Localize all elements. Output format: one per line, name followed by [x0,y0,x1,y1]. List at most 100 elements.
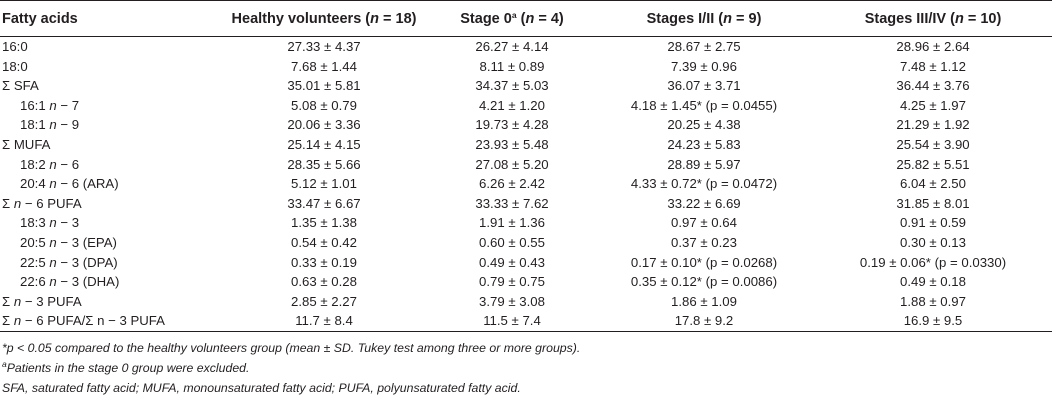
value-cell: 33.47 ± 6.67 [287,195,361,211]
header-stage-0: Stage 0a (n = 4) [460,9,564,27]
value-cell: 16.9 ± 9.5 [903,313,963,329]
value-cell: 1.91 ± 1.36 [479,215,545,231]
value-cell: 0.60 ± 0.55 [479,234,545,250]
row-label: 20:5 n − 3 (EPA) [20,234,117,250]
header-stages-3-4: Stages III/IV (n = 10) [864,10,1002,27]
footnote-stage-0: aPatients in the stage 0 group were excl… [2,358,250,375]
value-cell: 0.17 ± 0.10* (p = 0.0268) [630,254,778,270]
table-row: Σ n − 3 PUFA 2.85 ± 2.27 3.79 ± 3.08 1.86 ±… [0,292,1052,312]
value-cell: 36.07 ± 3.71 [667,78,741,94]
value-cell: 7.39 ± 0.96 [671,58,737,74]
value-cell: 20.25 ± 4.38 [667,117,741,133]
value-cell: 0.30 ± 0.13 [900,234,966,250]
value-cell: 0.79 ± 0.75 [479,274,545,290]
footnote-significance: *p < 0.05 compared to the healthy volunt… [2,340,581,355]
value-cell: 0.49 ± 0.43 [479,254,545,270]
row-label: 22:6 n − 3 (DHA) [20,274,120,290]
value-cell: 11.7 ± 8.4 [295,313,353,329]
table-row: 22:5 n − 3 (DPA) 0.33 ± 0.19 0.49 ± 0.43 0.… [0,253,1052,273]
table-row: 20:4 n − 6 (ARA) 5.12 ± 1.01 6.26 ± 2.42 4.… [0,174,1052,194]
header-row: Fatty acids Healthy volunteers (n = 18) … [0,0,1052,37]
table-footnotes: *p < 0.05 compared to the healthy volunt… [0,338,1052,398]
value-cell: 28.35 ± 5.66 [287,156,361,172]
value-cell: 33.22 ± 6.69 [667,195,741,211]
row-label: 18:3 n − 3 [20,215,80,231]
fatty-acids-table: Fatty acids Healthy volunteers (n = 18) … [0,0,1052,332]
value-cell: 34.37 ± 5.03 [475,78,549,94]
value-cell: 25.14 ± 4.15 [287,136,361,152]
value-cell: 23.93 ± 5.48 [475,136,549,152]
value-cell: 5.12 ± 1.01 [291,176,357,192]
table-row: Σ n − 6 PUFA/Σ n − 3 PUFA 11.7 ± 8.4 11.5 … [0,311,1052,332]
value-cell: 5.08 ± 0.79 [291,97,357,113]
value-cell: 27.08 ± 5.20 [475,156,549,172]
value-cell: 28.67 ± 2.75 [667,39,741,54]
value-cell: 1.86 ± 1.09 [671,293,737,309]
value-cell: 25.82 ± 5.51 [896,156,970,172]
value-cell: 0.63 ± 0.28 [291,274,357,290]
value-cell: 31.85 ± 8.01 [896,195,970,211]
table-row: 18:2 n − 6 28.35 ± 5.66 27.08 ± 5.20 28.89 … [0,155,1052,175]
header-stages-1-2: Stages I/II (n = 9) [646,10,762,27]
table-row: 18:1 n − 9 20.06 ± 3.36 19.73 ± 4.28 20.25 … [0,115,1052,135]
footnote-abbreviations: SFA, saturated fatty acid; MUFA, monouns… [2,380,521,395]
value-cell: 6.04 ± 2.50 [900,176,966,192]
row-label: 16:1 n − 7 [20,97,80,113]
table-row: 16:0 27.33 ± 4.37 26.27 ± 4.14 28.67 ± 2.75… [0,37,1052,57]
row-label: Σ n − 6 PUFA/Σ n − 3 PUFA [2,313,165,329]
table-row: Σ n − 6 PUFA 33.47 ± 6.67 33.33 ± 7.62 33.2… [0,194,1052,214]
value-cell: 0.33 ± 0.19 [291,254,357,270]
table-row: Σ MUFA 25.14 ± 4.15 23.93 ± 5.48 24.23 ± 5.… [0,135,1052,155]
table-row: 18:3 n − 3 1.35 ± 1.38 1.91 ± 1.36 0.97 ± 0… [0,213,1052,233]
value-cell: 4.18 ± 1.45* (p = 0.0455) [630,97,778,113]
header-healthy-volunteers: Healthy volunteers (n = 18) [231,10,417,27]
row-label: Σ n − 3 PUFA [2,293,82,309]
value-cell: 11.5 ± 7.4 [483,313,541,329]
row-label: 22:5 n − 3 (DPA) [20,254,118,270]
value-cell: 0.35 ± 0.12* (p = 0.0086) [630,274,778,290]
row-label: Σ SFA [2,78,39,94]
header-fatty-acids: Fatty acids [2,10,78,27]
value-cell: 36.44 ± 3.76 [896,78,970,94]
table-row: Σ SFA 35.01 ± 5.81 34.37 ± 5.03 36.07 ± 3.7… [0,76,1052,96]
value-cell: 35.01 ± 5.81 [287,78,361,94]
value-cell: 24.23 ± 5.83 [667,136,741,152]
row-label: 20:4 n − 6 (ARA) [20,176,119,192]
value-cell: 0.19 ± 0.06* (p = 0.0330) [859,254,1007,270]
value-cell: 20.06 ± 3.36 [287,117,361,133]
value-cell: 4.25 ± 1.97 [900,97,966,113]
value-cell: 4.21 ± 1.20 [479,97,545,113]
value-cell: 0.37 ± 0.23 [671,234,737,250]
value-cell: 8.11 ± 0.89 [479,58,545,74]
row-label: 18:2 n − 6 [20,156,80,172]
value-cell: 21.29 ± 1.92 [896,117,970,133]
value-cell: 0.49 ± 0.18 [900,274,966,290]
value-cell: 28.96 ± 2.64 [896,39,970,54]
value-cell: 26.27 ± 4.14 [475,39,549,54]
value-cell: 28.89 ± 5.97 [667,156,741,172]
row-label: 18:1 n − 9 [20,117,80,133]
value-cell: 1.88 ± 0.97 [900,293,966,309]
value-cell: 6.26 ± 2.42 [479,176,545,192]
value-cell: 7.68 ± 1.44 [291,58,357,74]
value-cell: 25.54 ± 3.90 [896,136,970,152]
value-cell: 2.85 ± 2.27 [291,293,357,309]
value-cell: 0.54 ± 0.42 [291,234,357,250]
value-cell: 7.48 ± 1.12 [900,58,966,74]
value-cell: 0.97 ± 0.64 [671,215,737,231]
table-row: 22:6 n − 3 (DHA) 0.63 ± 0.28 0.79 ± 0.75 0.… [0,272,1052,292]
table-row: 18:0 7.68 ± 1.44 8.11 ± 0.89 7.39 ± 0.96 7.4… [0,57,1052,77]
row-label: 16:0 [2,39,28,54]
value-cell: 0.91 ± 0.59 [900,215,966,231]
value-cell: 3.79 ± 3.08 [479,293,545,309]
row-label: 18:0 [2,58,28,74]
value-cell: 17.8 ± 9.2 [674,313,734,329]
value-cell: 27.33 ± 4.37 [287,39,361,54]
table-row: 16:1 n − 7 5.08 ± 0.79 4.21 ± 1.20 4.18 ± 1… [0,96,1052,116]
value-cell: 1.35 ± 1.38 [291,215,357,231]
value-cell: 4.33 ± 0.72* (p = 0.0472) [630,176,778,192]
row-label: Σ n − 6 PUFA [2,195,82,211]
row-label: Σ MUFA [2,136,51,152]
value-cell: 33.33 ± 7.62 [475,195,549,211]
